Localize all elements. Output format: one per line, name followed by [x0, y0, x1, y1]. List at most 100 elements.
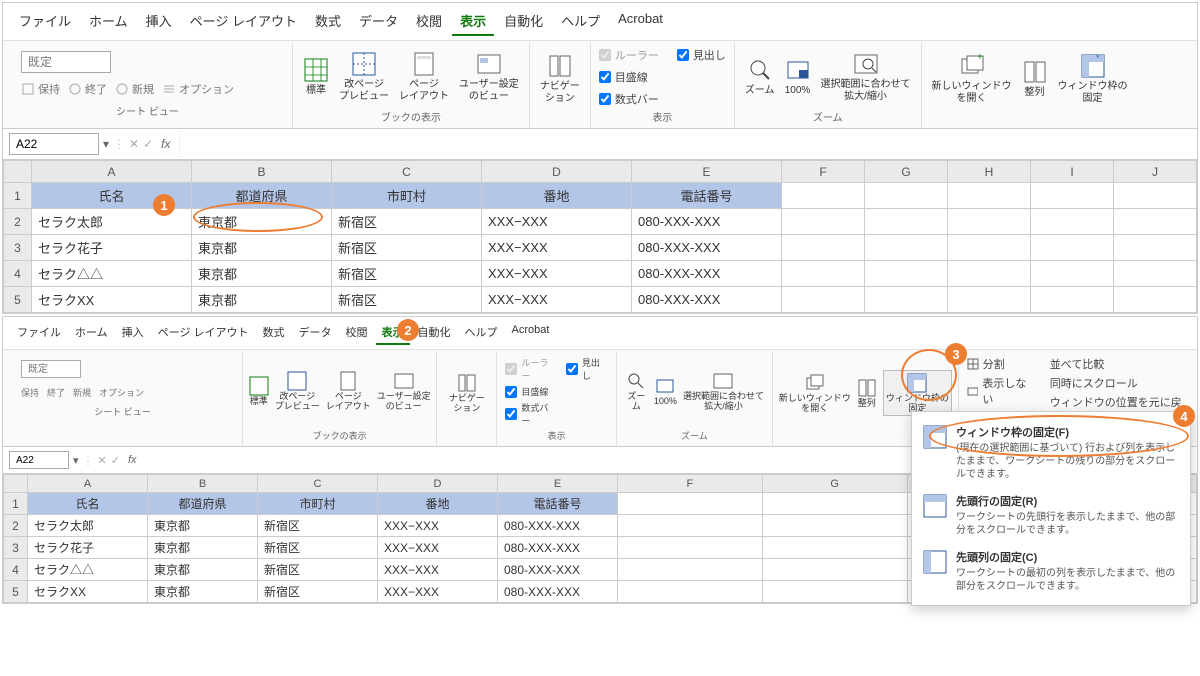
btn-pagelayout[interactable]: ページ レイアウト [397, 49, 451, 105]
btn-new2[interactable]: 新規 [73, 386, 91, 399]
btn-normal2[interactable]: 標準 [249, 376, 269, 407]
chk-hd2[interactable]: 見出し [566, 356, 608, 382]
btn-zoom2[interactable]: ズーム [625, 371, 648, 412]
btn-fit2[interactable]: 選択範囲に合わせて 拡大/縮小 [683, 371, 764, 412]
chk-headings[interactable]: 見出し [677, 47, 726, 63]
menu-ページ レイアウト[interactable]: ページ レイアウト [182, 7, 305, 36]
ok-icon2[interactable]: ✓ [111, 454, 120, 467]
menu-数式[interactable]: 数式 [257, 321, 291, 345]
btn-pb2[interactable]: 改ページ プレビュー [275, 371, 320, 412]
btn-navigation[interactable]: ナビゲー ション [538, 51, 582, 107]
ribbon: 保持 終了 新規 オプション シート ビュー 標準 改ページ プレビュー ページ… [3, 40, 1197, 129]
btn-new-window[interactable]: +新しいウィンドウ を開く [930, 51, 1014, 107]
annotation-badge-3: 3 [945, 343, 967, 365]
group-book-view: 標準 改ページ プレビュー ページ レイアウト ユーザー設定 のビュー ブックの… [293, 43, 530, 128]
btn-arrange[interactable]: 整列 [1020, 57, 1050, 101]
x-icon2[interactable]: ✕ [98, 454, 107, 467]
menu-ヘルプ[interactable]: ヘルプ [459, 321, 504, 345]
btn-arr2[interactable]: 整列 [857, 378, 877, 409]
btn-nw2[interactable]: 新しいウィンドウ を開く [779, 373, 851, 414]
freeze-col-icon [922, 549, 948, 575]
btn-keep2[interactable]: 保持 [21, 386, 39, 399]
btn-normal-view[interactable]: 標準 [301, 55, 331, 99]
menu-表示[interactable]: 表示 [452, 7, 494, 36]
btn-pagebreak[interactable]: 改ページ プレビュー [337, 49, 391, 105]
btn-cv2[interactable]: ユーザー設定 のビュー [377, 371, 431, 412]
btn-split[interactable]: 分割 [967, 356, 1036, 372]
annotation-ring-4 [929, 415, 1189, 457]
btn-zoom[interactable]: ズーム [743, 55, 777, 99]
sheet-top: ABCDEFGHIJ 1氏名都道府県市町村番地電話番号2セラク太郎東京都新宿区X… [3, 160, 1197, 313]
chk-gridlines[interactable]: 目盛線 [599, 69, 659, 85]
menu-校閲[interactable]: 校閲 [340, 321, 374, 345]
annotation-badge-2: 2 [397, 319, 419, 341]
btn-keep[interactable]: 保持 [21, 81, 60, 97]
confirm-icon[interactable]: ✓ [143, 137, 153, 151]
excel-window-bottom: ファイルホーム挿入ページ レイアウト数式データ校閲表示自動化ヘルプAcrobat… [2, 316, 1198, 604]
annotation-badge-4: 4 [1173, 405, 1195, 427]
menubar: ファイルホーム挿入ページ レイアウト数式データ校閲表示自動化ヘルプAcrobat [3, 3, 1197, 40]
menu-データ[interactable]: データ [351, 7, 406, 36]
excel-window-top: ファイルホーム挿入ページ レイアウト数式データ校閲表示自動化ヘルプAcrobat… [2, 2, 1198, 314]
cancel-icon[interactable]: ✕ [129, 137, 139, 151]
menu-ファイル[interactable]: ファイル [11, 321, 67, 345]
group-window: +新しいウィンドウ を開く 整列 *ウィンドウ枠の 固定 [922, 43, 1138, 128]
group-show: ルーラー 目盛線 数式バー 見出し 表示 [591, 43, 735, 128]
fx-icon[interactable]: fx [157, 137, 174, 151]
grid-top[interactable]: ABCDEFGHIJ 1氏名都道府県市町村番地電話番号2セラク太郎東京都新宿区X… [3, 160, 1197, 313]
sheetview-name2[interactable] [21, 360, 81, 378]
group-label: シート ビュー [11, 101, 284, 120]
btn-1002[interactable]: 100% [654, 376, 677, 407]
btn-100[interactable]: 100% [783, 55, 813, 99]
menu-データ[interactable]: データ [293, 321, 338, 345]
menu-挿入[interactable]: 挿入 [138, 7, 180, 36]
menu-自動化[interactable]: 自動化 [496, 7, 551, 36]
menubar2: ファイルホーム挿入ページ レイアウト数式データ校閲表示自動化ヘルプAcrobat [3, 317, 1197, 349]
chk-grid2[interactable]: 目盛線 [505, 385, 556, 398]
btn-exit2[interactable]: 終了 [47, 386, 65, 399]
dd-freeze-top-row[interactable]: 先頭行の固定(R)ワークシートの先頭行を表示したままで、他の部分をスクロールでき… [916, 487, 1186, 543]
dropdown-icon[interactable]: ▾ [103, 137, 109, 151]
chk-ruler[interactable]: ルーラー [599, 47, 659, 63]
menu-ホーム[interactable]: ホーム [69, 321, 114, 345]
btn-syncscroll: 同時にスクロール [1050, 375, 1189, 391]
formula-bar-row: ▾ ⋮ ✕ ✓ fx [3, 129, 1197, 160]
chk-ruler2[interactable]: ルーラー [505, 356, 556, 382]
btn-zoom-selection[interactable]: 選択範囲に合わせて 拡大/縮小 [819, 49, 913, 105]
dd-freeze-first-col[interactable]: 先頭列の固定(C)ワークシートの最初の列を表示したままで、他の部分をスクロールで… [916, 543, 1186, 599]
name-box2[interactable] [9, 451, 69, 469]
sheetview-name[interactable] [21, 51, 111, 73]
btn-new[interactable]: 新規 [115, 81, 154, 97]
svg-text:*: * [1096, 53, 1100, 63]
dd-icon2[interactable]: ▾ [73, 454, 79, 467]
btn-options2[interactable]: オプション [99, 386, 144, 399]
btn-exit[interactable]: 終了 [68, 81, 107, 97]
group-zoom: ズーム 100% 選択範囲に合わせて 拡大/縮小 ズーム [735, 43, 922, 128]
btn-freeze-panes[interactable]: *ウィンドウ枠の 固定 [1056, 51, 1130, 107]
btn-customview[interactable]: ユーザー設定 のビュー [457, 49, 521, 105]
freeze-top-icon [922, 493, 948, 519]
menu-Acrobat[interactable]: Acrobat [506, 321, 556, 345]
btn-sidebyside: 並べて比較 [1050, 356, 1189, 372]
fx-icon2[interactable]: fx [124, 454, 141, 466]
chk-fb2[interactable]: 数式バー [505, 401, 556, 427]
annotation-ring-1 [193, 202, 323, 232]
menu-数式[interactable]: 数式 [307, 7, 349, 36]
group-nav: ナビゲー ション [530, 43, 591, 128]
menu-校閲[interactable]: 校閲 [408, 7, 450, 36]
menu-ホーム[interactable]: ホーム [81, 7, 136, 36]
menu-挿入[interactable]: 挿入 [116, 321, 150, 345]
chk-formulabar[interactable]: 数式バー [599, 91, 659, 107]
btn-hide[interactable]: 表示しない [967, 375, 1036, 407]
btn-nav2[interactable]: ナビゲー ション [449, 373, 485, 414]
annotation-badge-1: 1 [153, 194, 175, 216]
svg-text:+: + [977, 53, 983, 63]
btn-pl2[interactable]: ページ レイアウト [326, 371, 371, 412]
menu-ページ レイアウト[interactable]: ページ レイアウト [152, 321, 255, 345]
btn-options[interactable]: オプション [162, 81, 234, 97]
menu-Acrobat[interactable]: Acrobat [610, 7, 671, 36]
name-box[interactable] [9, 133, 99, 155]
group-sheet-view: 保持 終了 新規 オプション シート ビュー [3, 43, 293, 128]
menu-ヘルプ[interactable]: ヘルプ [553, 7, 608, 36]
menu-ファイル[interactable]: ファイル [11, 7, 79, 36]
